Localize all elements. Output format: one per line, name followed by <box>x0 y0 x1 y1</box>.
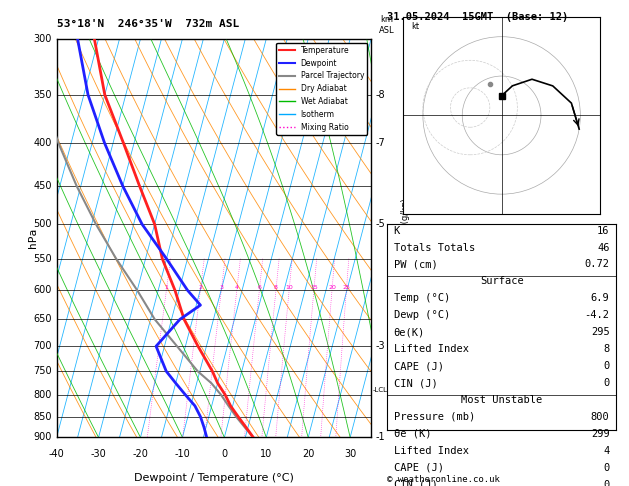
Text: θe (K): θe (K) <box>394 429 431 439</box>
Text: © weatheronline.co.uk: © weatheronline.co.uk <box>387 474 499 484</box>
Text: -8: -8 <box>376 90 386 100</box>
Text: CAPE (J): CAPE (J) <box>394 361 443 371</box>
Text: 30: 30 <box>344 450 356 459</box>
Text: Dewpoint / Temperature (°C): Dewpoint / Temperature (°C) <box>134 473 294 483</box>
Text: 350: 350 <box>33 90 52 100</box>
Text: 299: 299 <box>591 429 610 439</box>
Text: 0: 0 <box>603 378 610 388</box>
Text: 600: 600 <box>33 285 52 295</box>
Text: 900: 900 <box>33 433 52 442</box>
Text: 0: 0 <box>603 463 610 473</box>
Text: 10: 10 <box>260 450 272 459</box>
Text: 400: 400 <box>33 138 52 148</box>
Text: 550: 550 <box>33 254 52 264</box>
Text: 8: 8 <box>603 344 610 354</box>
Text: 1: 1 <box>164 285 169 290</box>
Text: -LCL: -LCL <box>372 387 387 393</box>
Text: -20: -20 <box>133 450 148 459</box>
Text: 4: 4 <box>603 446 610 456</box>
Text: 10: 10 <box>286 285 293 290</box>
Text: PW (cm): PW (cm) <box>394 260 438 270</box>
Text: 800: 800 <box>33 390 52 399</box>
Text: 0: 0 <box>603 361 610 371</box>
Text: 295: 295 <box>591 327 610 337</box>
Text: 20: 20 <box>302 450 314 459</box>
Text: Mixing Ratio (g/kg): Mixing Ratio (g/kg) <box>401 198 410 278</box>
Text: Totals Totals: Totals Totals <box>394 243 475 253</box>
Legend: Temperature, Dewpoint, Parcel Trajectory, Dry Adiabat, Wet Adiabat, Isotherm, Mi: Temperature, Dewpoint, Parcel Trajectory… <box>276 43 367 135</box>
Text: -3: -3 <box>376 341 386 351</box>
Text: 6: 6 <box>257 285 261 290</box>
Text: km
ASL: km ASL <box>379 16 394 35</box>
Text: CIN (J): CIN (J) <box>394 378 438 388</box>
Text: Most Unstable: Most Unstable <box>461 395 542 405</box>
Text: 46: 46 <box>597 243 610 253</box>
Text: K: K <box>394 226 400 236</box>
Text: 650: 650 <box>33 314 52 324</box>
Text: 8: 8 <box>274 285 278 290</box>
Text: 500: 500 <box>33 219 52 229</box>
Text: Pressure (mb): Pressure (mb) <box>394 412 475 422</box>
Text: 0: 0 <box>603 480 610 486</box>
Text: CIN (J): CIN (J) <box>394 480 438 486</box>
Text: 6.9: 6.9 <box>591 294 610 303</box>
Text: 16: 16 <box>597 226 610 236</box>
Text: 300: 300 <box>33 34 52 44</box>
Text: Temp (°C): Temp (°C) <box>394 294 450 303</box>
Text: hPa: hPa <box>28 228 38 248</box>
Text: -10: -10 <box>174 450 191 459</box>
Text: 4: 4 <box>235 285 239 290</box>
Text: 800: 800 <box>591 412 610 422</box>
Text: 700: 700 <box>33 341 52 351</box>
Text: kt: kt <box>411 22 419 31</box>
Text: 31.05.2024  15GMT  (Base: 12): 31.05.2024 15GMT (Base: 12) <box>387 12 568 22</box>
Text: θe(K): θe(K) <box>394 327 425 337</box>
Text: 3: 3 <box>220 285 223 290</box>
Text: 850: 850 <box>33 412 52 422</box>
Text: -30: -30 <box>91 450 106 459</box>
Text: 25: 25 <box>342 285 350 290</box>
Text: 750: 750 <box>33 366 52 376</box>
Text: Dewp (°C): Dewp (°C) <box>394 310 450 320</box>
Text: -4.2: -4.2 <box>584 310 610 320</box>
Text: 53°18'N  246°35'W  732m ASL: 53°18'N 246°35'W 732m ASL <box>57 19 239 29</box>
Text: 2: 2 <box>198 285 203 290</box>
Text: -1: -1 <box>376 433 386 442</box>
Text: -7: -7 <box>376 138 386 148</box>
Text: Surface: Surface <box>480 277 523 286</box>
Text: 0: 0 <box>221 450 228 459</box>
Text: 15: 15 <box>310 285 318 290</box>
Text: -40: -40 <box>48 450 65 459</box>
Text: 20: 20 <box>328 285 336 290</box>
Text: CAPE (J): CAPE (J) <box>394 463 443 473</box>
Text: Lifted Index: Lifted Index <box>394 344 469 354</box>
Text: -5: -5 <box>376 219 386 229</box>
Text: 450: 450 <box>33 181 52 191</box>
Text: Lifted Index: Lifted Index <box>394 446 469 456</box>
Text: 0.72: 0.72 <box>584 260 610 270</box>
